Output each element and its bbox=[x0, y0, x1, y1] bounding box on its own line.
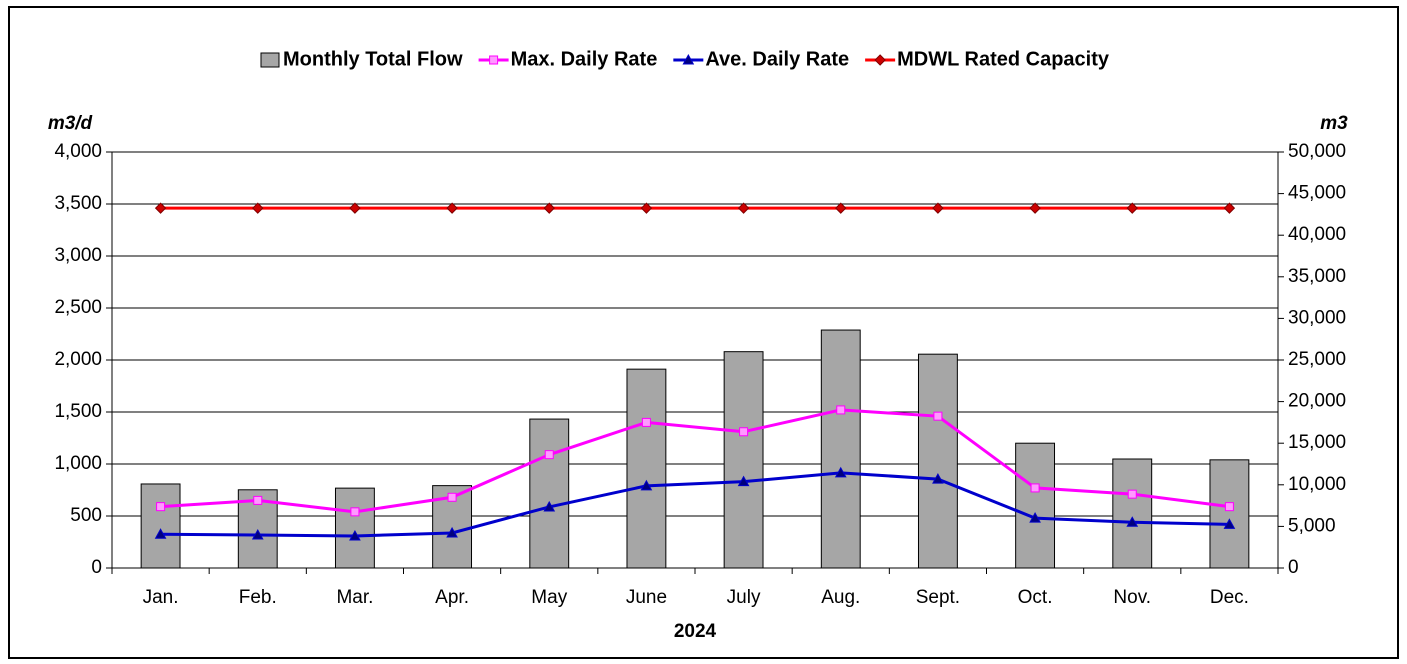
y-tick-label: 1,000 bbox=[54, 453, 102, 474]
y2-tick-label: 30,000 bbox=[1288, 307, 1346, 328]
bar bbox=[1209, 459, 1250, 569]
y2-tick-label: 0 bbox=[1288, 557, 1299, 578]
x-tick-label: Oct. bbox=[1018, 587, 1053, 608]
y-tick-label: 3,500 bbox=[54, 193, 102, 214]
x-tick-label: Sept. bbox=[916, 587, 960, 608]
line bbox=[160, 471, 1230, 538]
point bbox=[446, 526, 458, 538]
point bbox=[253, 495, 263, 505]
point bbox=[640, 479, 653, 491]
y-tick-label: 3,000 bbox=[54, 245, 102, 266]
legend-swatch bbox=[260, 52, 280, 68]
legend-label: Max. Daily Rate bbox=[511, 48, 658, 70]
point bbox=[1126, 202, 1138, 214]
point bbox=[543, 500, 556, 512]
point bbox=[252, 202, 264, 214]
line bbox=[160, 408, 1230, 514]
point bbox=[1126, 516, 1139, 527]
bar bbox=[1015, 442, 1056, 569]
y2-tick-label: 25,000 bbox=[1288, 349, 1346, 370]
y-tick-label: 2,000 bbox=[54, 349, 102, 370]
point bbox=[1127, 489, 1137, 499]
point bbox=[543, 202, 555, 214]
x-axis-title: 2024 bbox=[674, 621, 717, 642]
bar bbox=[1112, 458, 1153, 569]
y-tick-label: 4,000 bbox=[54, 141, 102, 162]
y2-tick-label: 45,000 bbox=[1288, 183, 1346, 204]
x-tick-label: July bbox=[727, 587, 761, 608]
bar bbox=[140, 483, 181, 569]
point bbox=[835, 202, 847, 214]
point bbox=[349, 202, 361, 214]
point bbox=[350, 507, 360, 517]
x-tick-label: Aug. bbox=[821, 587, 860, 608]
point bbox=[834, 466, 847, 478]
legend-label: Ave. Daily Rate bbox=[705, 48, 849, 70]
bar bbox=[723, 351, 764, 569]
point bbox=[544, 450, 554, 460]
y2-tick-label: 50,000 bbox=[1288, 141, 1346, 162]
point bbox=[1030, 483, 1040, 493]
legend: Monthly Total Flow Max. Daily Rate Ave. Da… bbox=[260, 48, 1110, 70]
point bbox=[737, 475, 750, 487]
point bbox=[836, 405, 846, 415]
y2-tick-label: 20,000 bbox=[1288, 391, 1346, 412]
bar bbox=[820, 329, 861, 569]
y2-tick-label: 15,000 bbox=[1288, 432, 1346, 453]
x-tick-label: Jan. bbox=[143, 587, 179, 608]
point bbox=[156, 502, 166, 512]
bar bbox=[334, 487, 375, 569]
x-tick-label: June bbox=[626, 587, 667, 608]
point bbox=[1223, 202, 1236, 214]
x-tick-label: May bbox=[531, 587, 567, 608]
chart-frame bbox=[8, 6, 1399, 659]
legend-label: Monthly Total Flow bbox=[283, 48, 463, 70]
x-tick-label: Apr. bbox=[435, 587, 469, 608]
point bbox=[932, 202, 944, 214]
legend-label: MDWL Rated Capacity bbox=[897, 48, 1110, 70]
y2-tick-label: 5,000 bbox=[1288, 515, 1336, 536]
point bbox=[1224, 502, 1234, 512]
point bbox=[251, 529, 264, 540]
legend-marker bbox=[489, 55, 499, 65]
point bbox=[1029, 512, 1041, 523]
x-tick-label: Nov. bbox=[1113, 587, 1151, 608]
y2-tick-label: 35,000 bbox=[1288, 266, 1346, 287]
y2-axis-label: m3 bbox=[1320, 113, 1348, 134]
point bbox=[1029, 202, 1041, 214]
point bbox=[154, 202, 167, 214]
y2-tick-label: 40,000 bbox=[1288, 224, 1346, 245]
legend-marker bbox=[682, 53, 695, 65]
point bbox=[446, 202, 458, 214]
bar bbox=[626, 368, 667, 569]
x-tick-label: Dec. bbox=[1210, 587, 1249, 608]
x-tick-label: Feb. bbox=[239, 587, 277, 608]
y-tick-label: 500 bbox=[70, 505, 102, 526]
y-tick-label: 2,500 bbox=[54, 297, 102, 318]
y2-tick-label: 10,000 bbox=[1288, 474, 1346, 495]
point bbox=[349, 529, 361, 541]
point bbox=[1223, 518, 1236, 529]
point bbox=[932, 473, 944, 484]
point bbox=[154, 528, 167, 539]
point bbox=[739, 427, 749, 437]
x-tick-label: Mar. bbox=[336, 587, 373, 608]
bar bbox=[529, 418, 570, 569]
point bbox=[641, 417, 651, 427]
point bbox=[447, 492, 457, 502]
bar bbox=[917, 353, 958, 569]
point bbox=[640, 202, 653, 214]
legend-marker bbox=[874, 54, 886, 66]
y-tick-label: 1,500 bbox=[54, 401, 102, 422]
y-tick-label: 0 bbox=[91, 557, 102, 578]
point bbox=[737, 202, 750, 214]
y-axis-label: m3/d bbox=[48, 113, 93, 134]
point bbox=[933, 411, 943, 421]
